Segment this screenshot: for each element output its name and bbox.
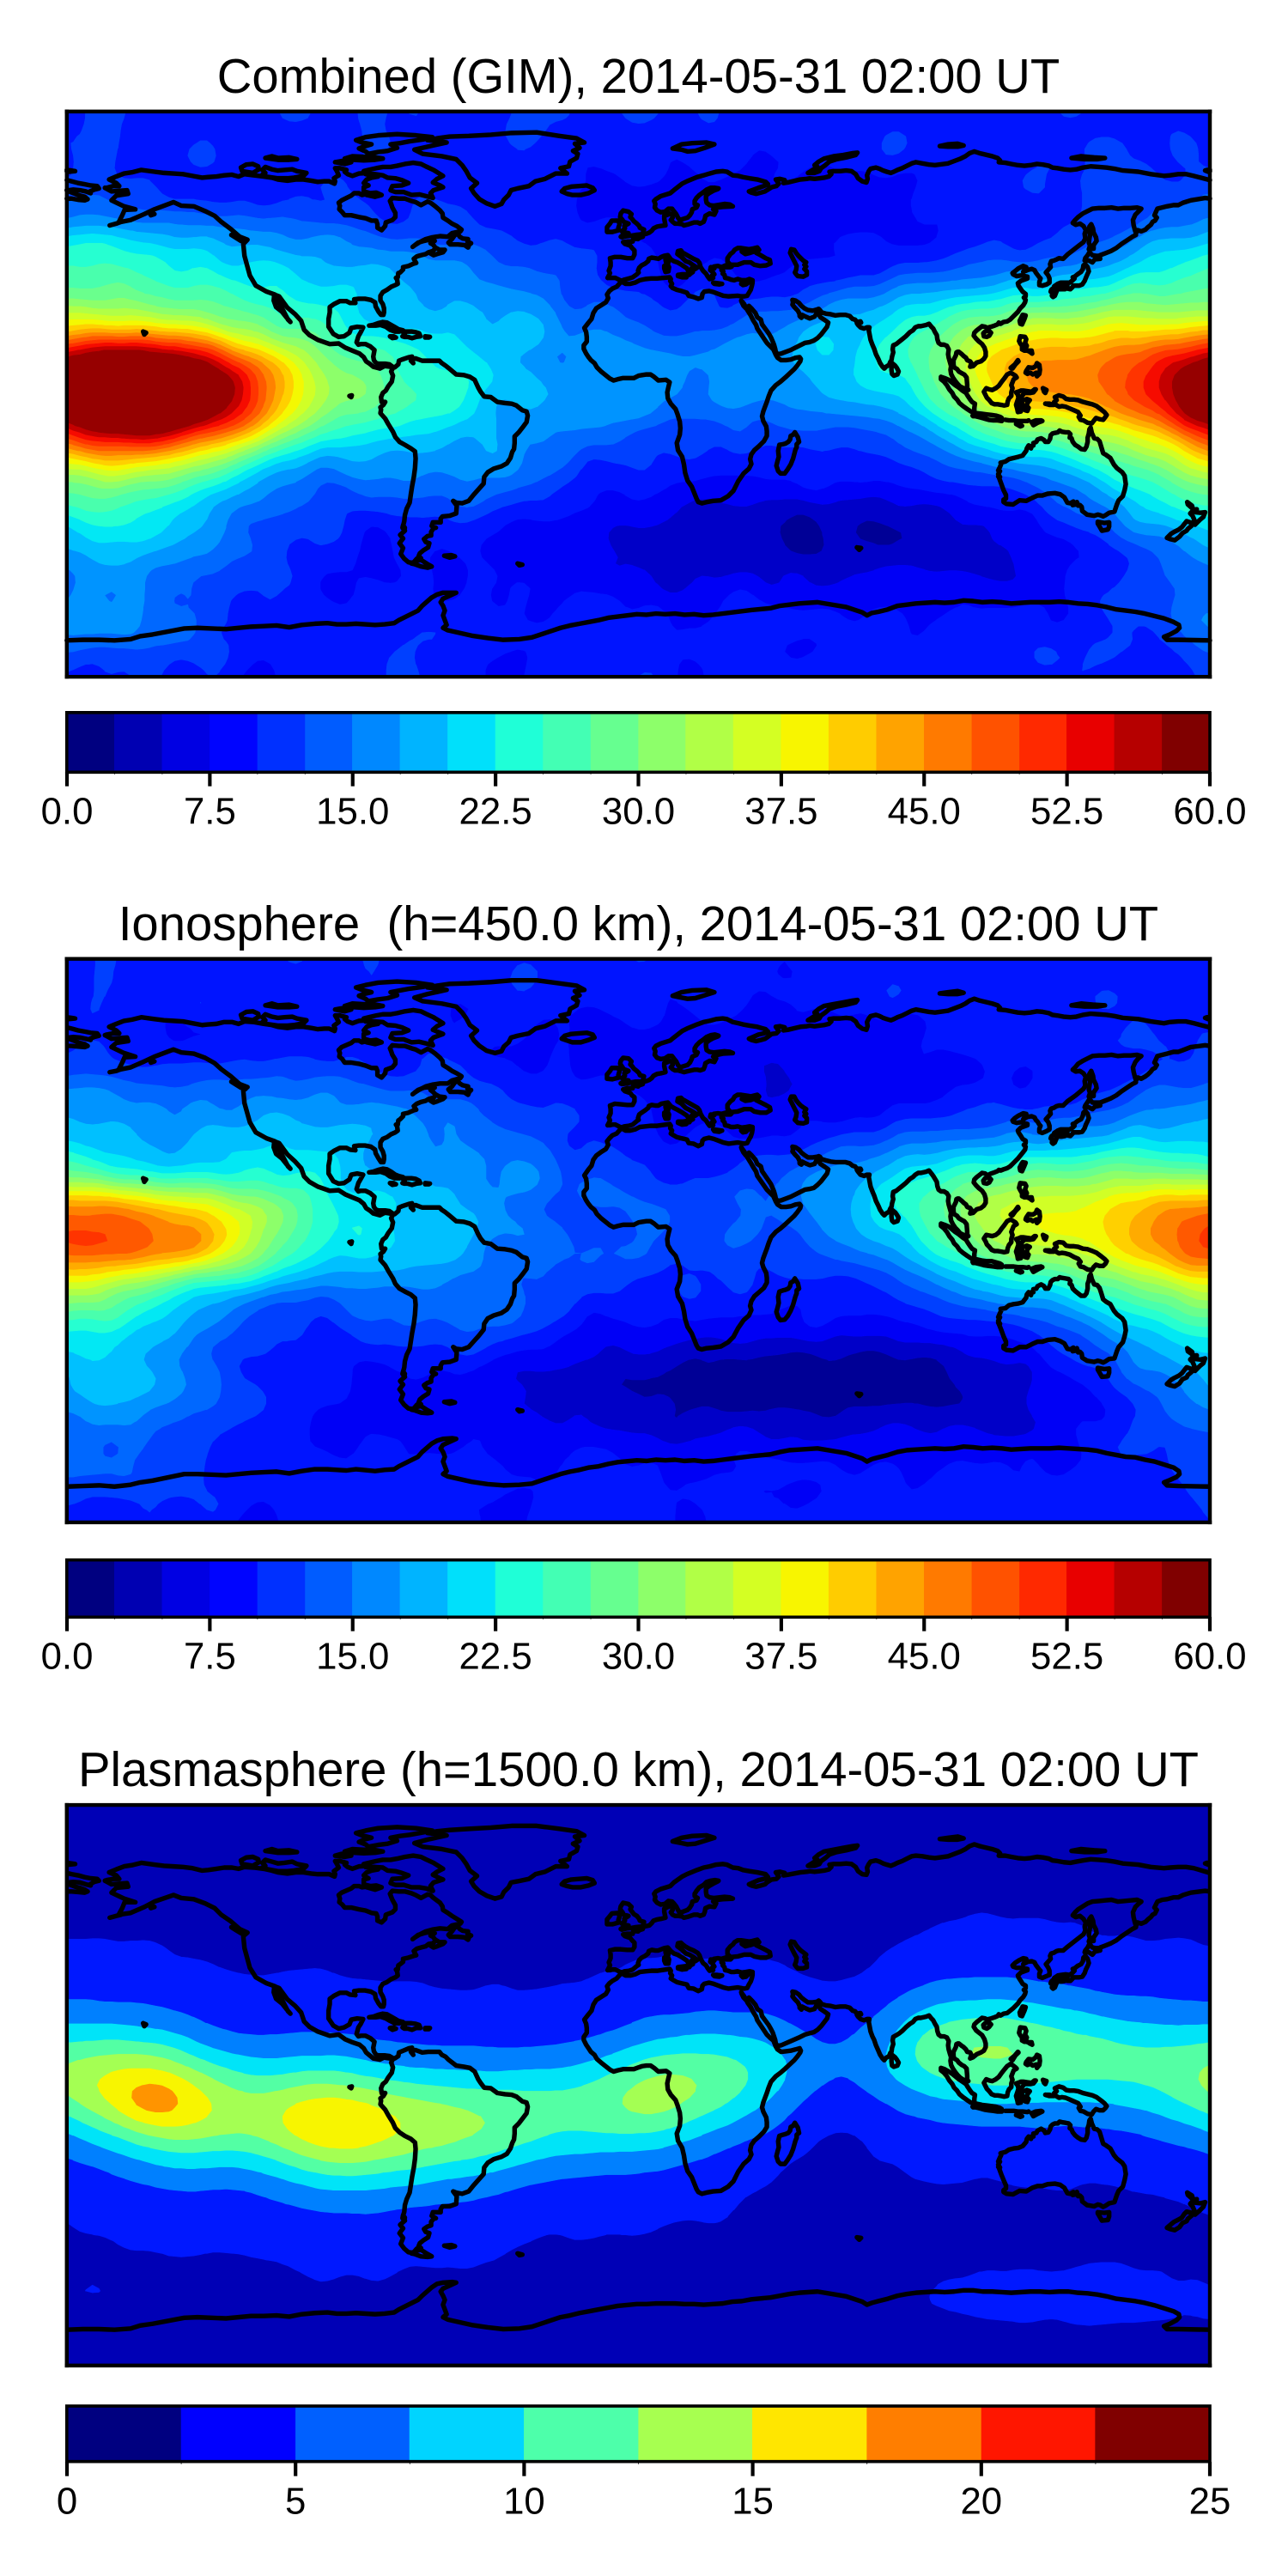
svg-text:20: 20 [960,2480,1002,2522]
svg-text:45.0: 45.0 [888,790,961,832]
svg-text:0.0: 0.0 [41,1635,94,1677]
svg-text:7.5: 7.5 [184,790,236,832]
svg-text:5: 5 [285,2480,306,2522]
svg-text:15.0: 15.0 [316,790,389,832]
svg-text:0.0: 0.0 [41,790,94,832]
svg-text:22.5: 22.5 [459,790,532,832]
svg-text:15: 15 [732,2480,774,2522]
svg-text:60.0: 60.0 [1173,1635,1246,1677]
svg-text:60.0: 60.0 [1173,790,1246,832]
svg-text:Plasmasphere (h=1500.0 km), 20: Plasmasphere (h=1500.0 km), 2014-05-31 0… [78,1742,1199,1796]
svg-text:30.0: 30.0 [602,790,675,832]
svg-text:22.5: 22.5 [459,1635,532,1677]
svg-text:Combined (GIM), 2014-05-31 02:: Combined (GIM), 2014-05-31 02:00 UT [217,49,1060,103]
svg-text:45.0: 45.0 [888,1635,961,1677]
svg-text:0: 0 [57,2480,77,2522]
svg-text:Ionosphere (h=450.0 km), 2014: Ionosphere (h=450.0 km), 2014-05-31 02:0… [118,896,1158,951]
svg-text:30.0: 30.0 [602,1635,675,1677]
svg-text:37.5: 37.5 [744,1635,817,1677]
svg-text:52.5: 52.5 [1030,790,1103,832]
svg-text:25: 25 [1189,2480,1231,2522]
svg-text:52.5: 52.5 [1030,1635,1103,1677]
svg-text:37.5: 37.5 [744,790,817,832]
svg-text:10: 10 [503,2480,545,2522]
svg-text:7.5: 7.5 [184,1635,236,1677]
svg-text:15.0: 15.0 [316,1635,389,1677]
